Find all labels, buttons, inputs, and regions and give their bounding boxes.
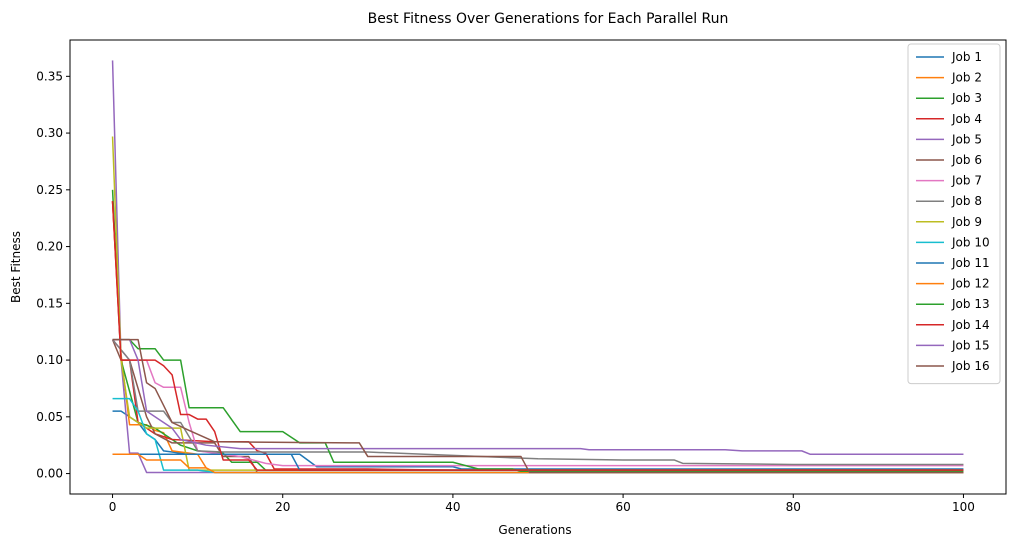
y-tick-label: 0.00 (36, 467, 63, 481)
y-tick-label: 0.30 (36, 126, 63, 140)
legend-label-job-9: Job 9 (951, 215, 982, 229)
legend-label-job-5: Job 5 (951, 132, 982, 146)
plot-area (69, 39, 1007, 495)
x-axis: 0 20 40 60 80 100 (109, 494, 975, 514)
legend-label-job-12: Job 12 (951, 277, 990, 291)
y-tick-label: 0.05 (36, 410, 63, 424)
chart-title: Best Fitness Over Generations for Each P… (368, 11, 729, 27)
x-tick-label: 100 (952, 500, 975, 514)
legend-label-job-16: Job 16 (951, 359, 990, 373)
y-tick-label: 0.15 (36, 296, 63, 310)
legend-label-job-8: Job 8 (951, 194, 982, 208)
x-tick-label: 40 (445, 500, 460, 514)
series-line-job-3 (111, 189, 964, 471)
x-tick-label: 20 (275, 500, 290, 514)
legend: Job 1 Job 2 Job 3 Job 4 Job 5 Job 6 Job 7 Job 8… (907, 43, 1001, 385)
legend-label-job-3: Job 3 (951, 91, 982, 105)
legend-label-job-2: Job 2 (951, 71, 982, 85)
y-tick-label: 0.20 (36, 240, 63, 254)
x-tick-label: 60 (615, 500, 630, 514)
y-tick-label: 0.10 (36, 353, 63, 367)
x-axis-label: Generations (498, 523, 571, 537)
legend-label-job-6: Job 6 (951, 153, 982, 167)
legend-label-job-11: Job 11 (951, 256, 990, 270)
legend-label-job-15: Job 15 (951, 338, 990, 352)
legend-label-job-10: Job 10 (951, 235, 990, 249)
legend-label-job-14: Job 14 (951, 318, 990, 332)
series-line-job-12 (112, 453, 964, 474)
series-line-job-10 (112, 397, 964, 474)
series-line-job-14 (111, 201, 964, 471)
x-tick-label: 80 (786, 500, 801, 514)
series-line-job-16 (112, 338, 964, 474)
plot-frame (69, 39, 1007, 495)
legend-label-job-1: Job 1 (951, 50, 982, 64)
y-axis-label: Best Fitness (9, 231, 23, 303)
series-layer (111, 60, 964, 474)
y-axis: 0.00 0.05 0.10 0.15 0.20 0.25 0.30 0.35 (36, 69, 70, 481)
legend-label-job-13: Job 13 (951, 297, 990, 311)
legend-box (907, 43, 1001, 385)
series-line-job-15 (112, 338, 964, 456)
legend-label-job-4: Job 4 (951, 112, 982, 126)
x-tick-label: 0 (109, 500, 117, 514)
y-tick-label: 0.35 (36, 69, 63, 83)
y-tick-label: 0.25 (36, 183, 63, 197)
legend-label-job-7: Job 7 (951, 174, 982, 188)
series-line-job-13 (112, 338, 964, 473)
